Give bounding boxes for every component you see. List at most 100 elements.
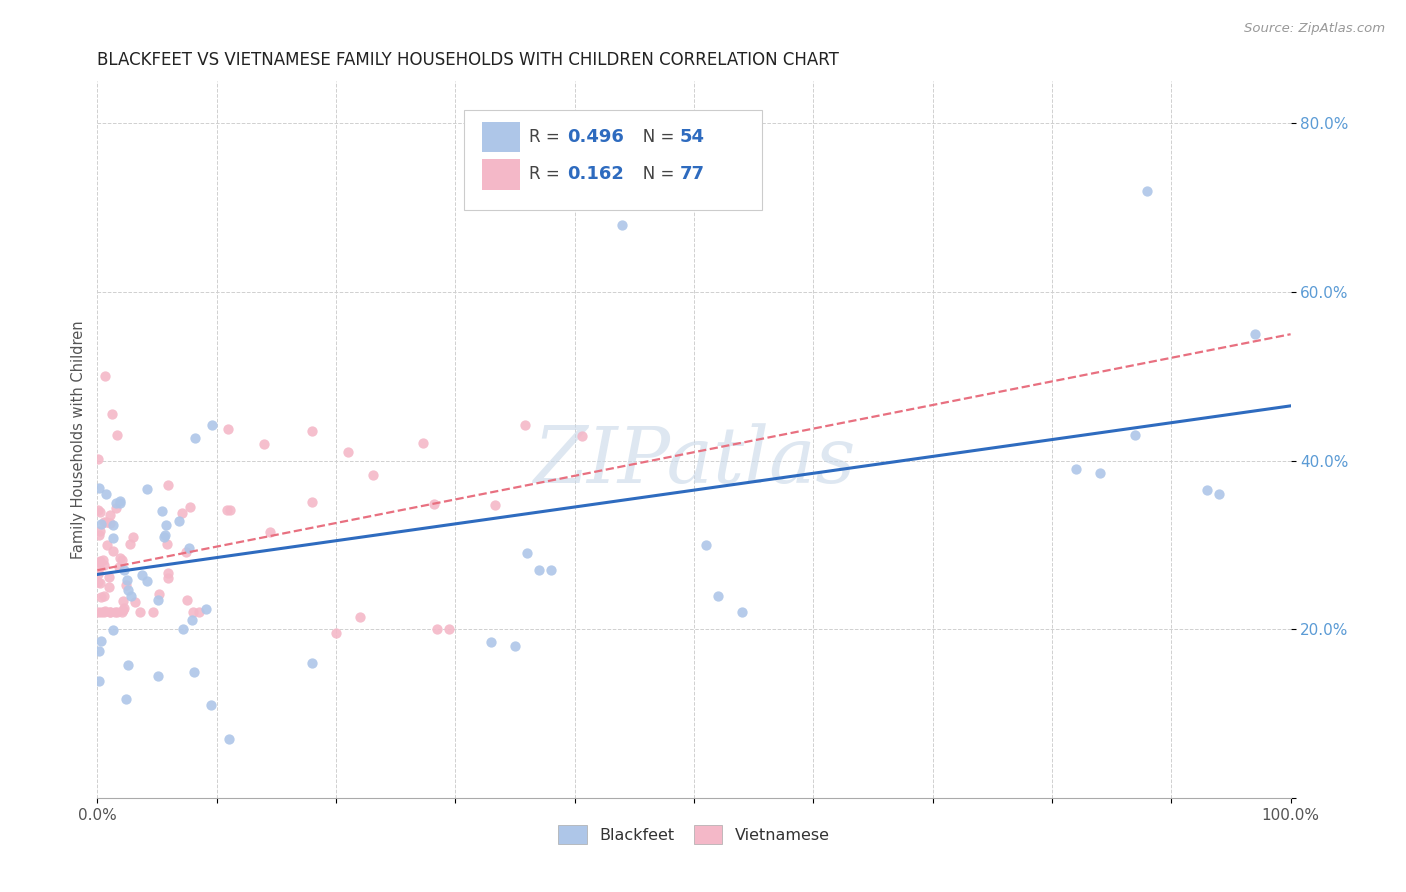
Point [172,622,194,636]
Text: N =: N = [627,166,679,184]
Point [152,504,174,518]
Point [87,452,110,467]
Point [141,606,163,620]
Point [110,550,132,565]
Point [89,505,111,519]
Point [540,563,562,577]
Point [1208,487,1230,501]
Text: N =: N = [627,128,679,146]
Point [120,589,142,603]
Point [124,595,146,609]
Point [156,571,179,585]
Text: 0.162: 0.162 [568,166,624,184]
Point [112,600,135,615]
Point [1125,428,1147,442]
Point [90,591,112,605]
Point [516,546,538,560]
Point [513,418,536,433]
Point [170,506,193,520]
Point [218,502,240,516]
Point [707,589,730,603]
Point [527,563,550,577]
Point [423,497,446,511]
Point [117,658,139,673]
Point [177,541,200,555]
Point [114,563,136,577]
Point [200,417,222,432]
Point [361,468,384,483]
Point [612,218,634,232]
Point [87,674,110,689]
Point [111,606,134,620]
FancyBboxPatch shape [482,160,520,189]
Point [136,574,159,589]
Point [484,498,506,512]
Point [136,482,159,496]
Point [176,593,198,607]
Point [439,622,461,636]
Point [155,537,177,551]
Point [105,605,128,619]
Point [89,524,111,539]
Point [115,691,138,706]
Point [101,624,124,638]
Point [426,622,449,636]
Text: R =: R = [529,128,565,146]
Point [91,552,114,566]
Point [479,635,502,649]
Point [89,481,111,495]
Point [89,554,111,568]
Point [1064,462,1087,476]
Point [120,537,142,551]
Point [93,589,115,603]
Point [115,578,138,592]
Point [93,558,115,572]
Point [571,429,593,443]
Point [301,656,323,670]
Point [94,486,117,500]
Point [94,515,117,529]
Text: BLACKFEET VS VIETNAMESE FAMILY HOUSEHOLDS WITH CHILDREN CORRELATION CHART: BLACKFEET VS VIETNAMESE FAMILY HOUSEHOLD… [97,51,839,69]
Point [128,606,150,620]
Point [1088,467,1111,481]
Point [104,606,127,620]
Point [156,566,179,580]
Point [148,587,170,601]
Point [103,531,125,545]
Point [90,634,112,648]
Text: Source: ZipAtlas.com: Source: ZipAtlas.com [1244,22,1385,36]
Point [325,626,347,640]
Point [503,639,526,653]
Point [101,543,124,558]
Point [93,516,115,530]
Point [146,669,169,683]
Point [301,495,323,509]
Point [153,528,176,542]
FancyBboxPatch shape [482,122,520,153]
Point [695,538,717,552]
Point [89,576,111,591]
Point [93,369,115,384]
Point [94,604,117,618]
Point [122,530,145,544]
Point [1197,483,1219,497]
Point [131,567,153,582]
Point [1243,327,1265,342]
Point [87,575,110,590]
Point [112,594,135,608]
Point [169,514,191,528]
Point [89,560,111,574]
Point [349,609,371,624]
Point [146,593,169,607]
Y-axis label: Family Households with Children: Family Households with Children [72,320,86,559]
Point [90,606,112,620]
Point [187,606,209,620]
Point [179,500,201,515]
Point [98,606,121,620]
Point [89,644,111,658]
Text: 77: 77 [679,166,704,184]
Point [104,500,127,515]
Point [96,538,118,552]
Point [215,503,238,517]
Point [98,516,121,530]
